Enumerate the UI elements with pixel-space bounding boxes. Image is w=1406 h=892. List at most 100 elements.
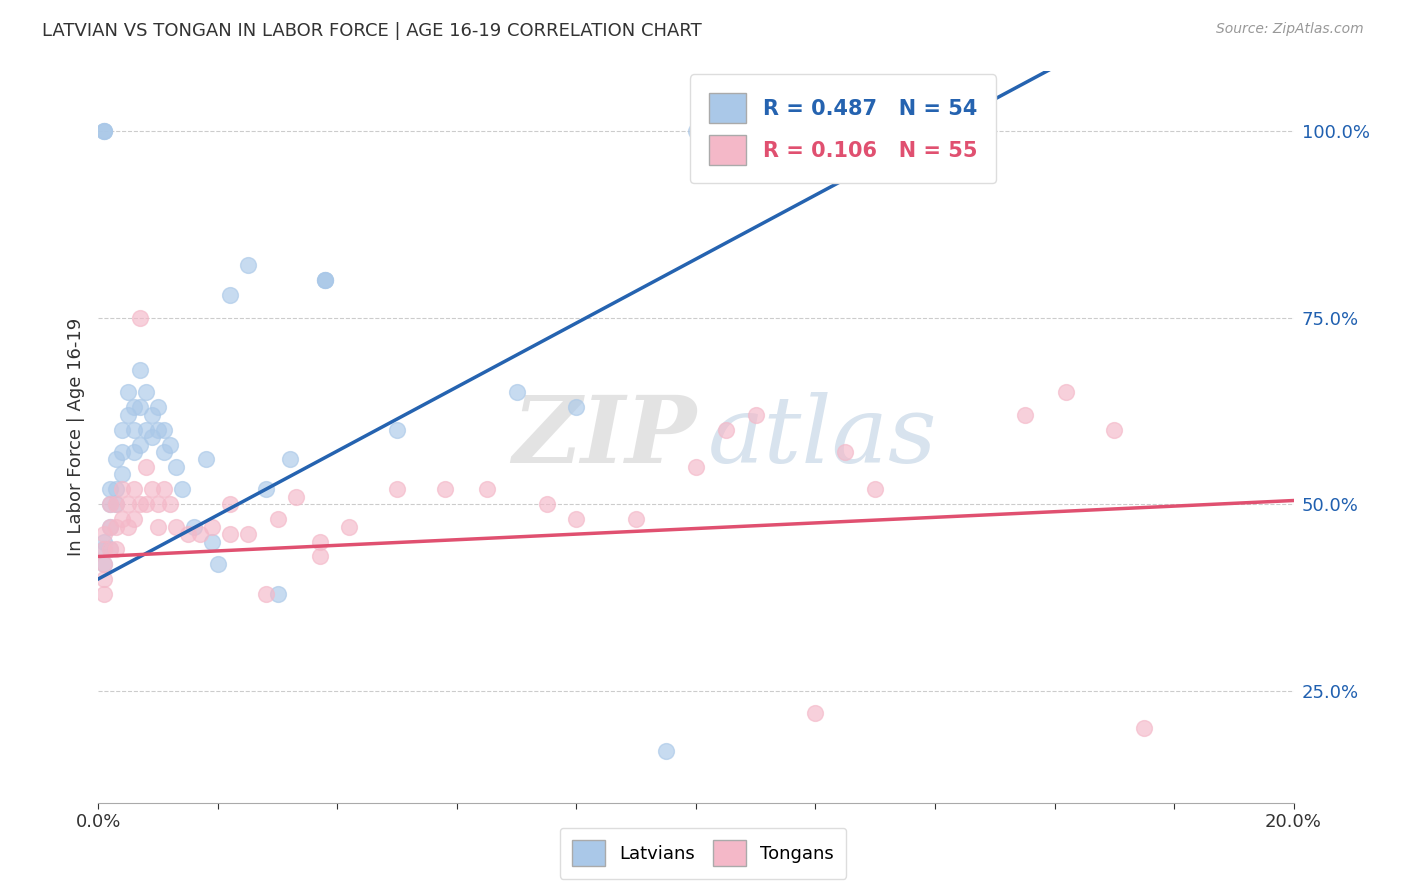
Point <box>129 310 152 325</box>
Point <box>685 124 707 138</box>
Point <box>117 408 139 422</box>
Point <box>315 273 337 287</box>
Text: atlas: atlas <box>709 392 938 482</box>
Point <box>942 124 965 138</box>
Point <box>98 542 122 557</box>
Point <box>745 408 768 422</box>
Point <box>98 542 122 557</box>
Point <box>129 363 152 377</box>
Point <box>135 423 157 437</box>
Point <box>165 459 187 474</box>
Point <box>93 542 115 557</box>
Point <box>165 519 187 533</box>
Point <box>1133 721 1156 735</box>
Point <box>172 483 194 497</box>
Point <box>111 467 134 482</box>
Point <box>93 527 115 541</box>
Point <box>111 423 134 437</box>
Point <box>565 512 588 526</box>
Point <box>135 459 157 474</box>
Point <box>685 459 707 474</box>
Point <box>201 519 224 533</box>
Point <box>141 408 163 422</box>
Point <box>98 497 122 511</box>
Point <box>1014 408 1036 422</box>
Point <box>124 445 146 459</box>
Point <box>506 385 529 400</box>
Point <box>834 445 856 459</box>
Point <box>148 519 170 533</box>
Point <box>93 534 115 549</box>
Point <box>195 452 218 467</box>
Point <box>159 497 181 511</box>
Point <box>153 423 176 437</box>
Point <box>93 557 115 571</box>
Legend: Latvians, Tongans: Latvians, Tongans <box>560 828 846 879</box>
Point <box>93 124 115 138</box>
Point <box>117 519 139 533</box>
Point <box>98 497 122 511</box>
Point <box>714 423 737 437</box>
Point <box>124 483 146 497</box>
Point <box>105 497 128 511</box>
Point <box>315 273 337 287</box>
Point <box>111 483 134 497</box>
Point <box>129 401 152 415</box>
Point <box>153 445 176 459</box>
Point <box>98 519 122 533</box>
Point <box>434 483 457 497</box>
Point <box>267 587 290 601</box>
Point <box>188 527 211 541</box>
Point <box>536 497 558 511</box>
Point <box>308 549 330 564</box>
Point <box>385 483 409 497</box>
Point <box>93 124 115 138</box>
Point <box>254 483 277 497</box>
Legend: R = 0.487   N = 54, R = 0.106   N = 55: R = 0.487 N = 54, R = 0.106 N = 55 <box>690 74 997 184</box>
Point <box>655 743 678 757</box>
Point <box>219 288 242 302</box>
Point <box>159 437 181 451</box>
Point <box>207 557 229 571</box>
Point <box>124 401 146 415</box>
Point <box>129 437 152 451</box>
Point <box>177 527 200 541</box>
Point <box>315 273 337 287</box>
Point <box>201 534 224 549</box>
Point <box>111 512 134 526</box>
Point <box>626 512 648 526</box>
Point <box>141 430 163 444</box>
Point <box>267 512 290 526</box>
Point <box>278 452 301 467</box>
Point <box>475 483 498 497</box>
Text: ZIP: ZIP <box>512 392 696 482</box>
Text: LATVIAN VS TONGAN IN LABOR FORCE | AGE 16-19 CORRELATION CHART: LATVIAN VS TONGAN IN LABOR FORCE | AGE 1… <box>42 22 702 40</box>
Point <box>105 519 128 533</box>
Point <box>865 483 887 497</box>
Point <box>565 401 588 415</box>
Point <box>148 423 170 437</box>
Point <box>93 557 115 571</box>
Point <box>98 483 122 497</box>
Point <box>105 497 128 511</box>
Point <box>254 587 277 601</box>
Point <box>111 445 134 459</box>
Point <box>105 542 128 557</box>
Point <box>339 519 361 533</box>
Point <box>148 401 170 415</box>
Point <box>93 587 115 601</box>
Point <box>141 483 163 497</box>
Point <box>153 483 176 497</box>
Point <box>236 259 259 273</box>
Point <box>219 527 242 541</box>
Point <box>284 490 307 504</box>
Point <box>1104 423 1126 437</box>
Point <box>135 497 157 511</box>
Point <box>93 542 115 557</box>
Point <box>124 512 146 526</box>
Point <box>865 124 887 138</box>
Point <box>117 497 139 511</box>
Point <box>124 423 146 437</box>
Point <box>93 124 115 138</box>
Point <box>129 497 152 511</box>
